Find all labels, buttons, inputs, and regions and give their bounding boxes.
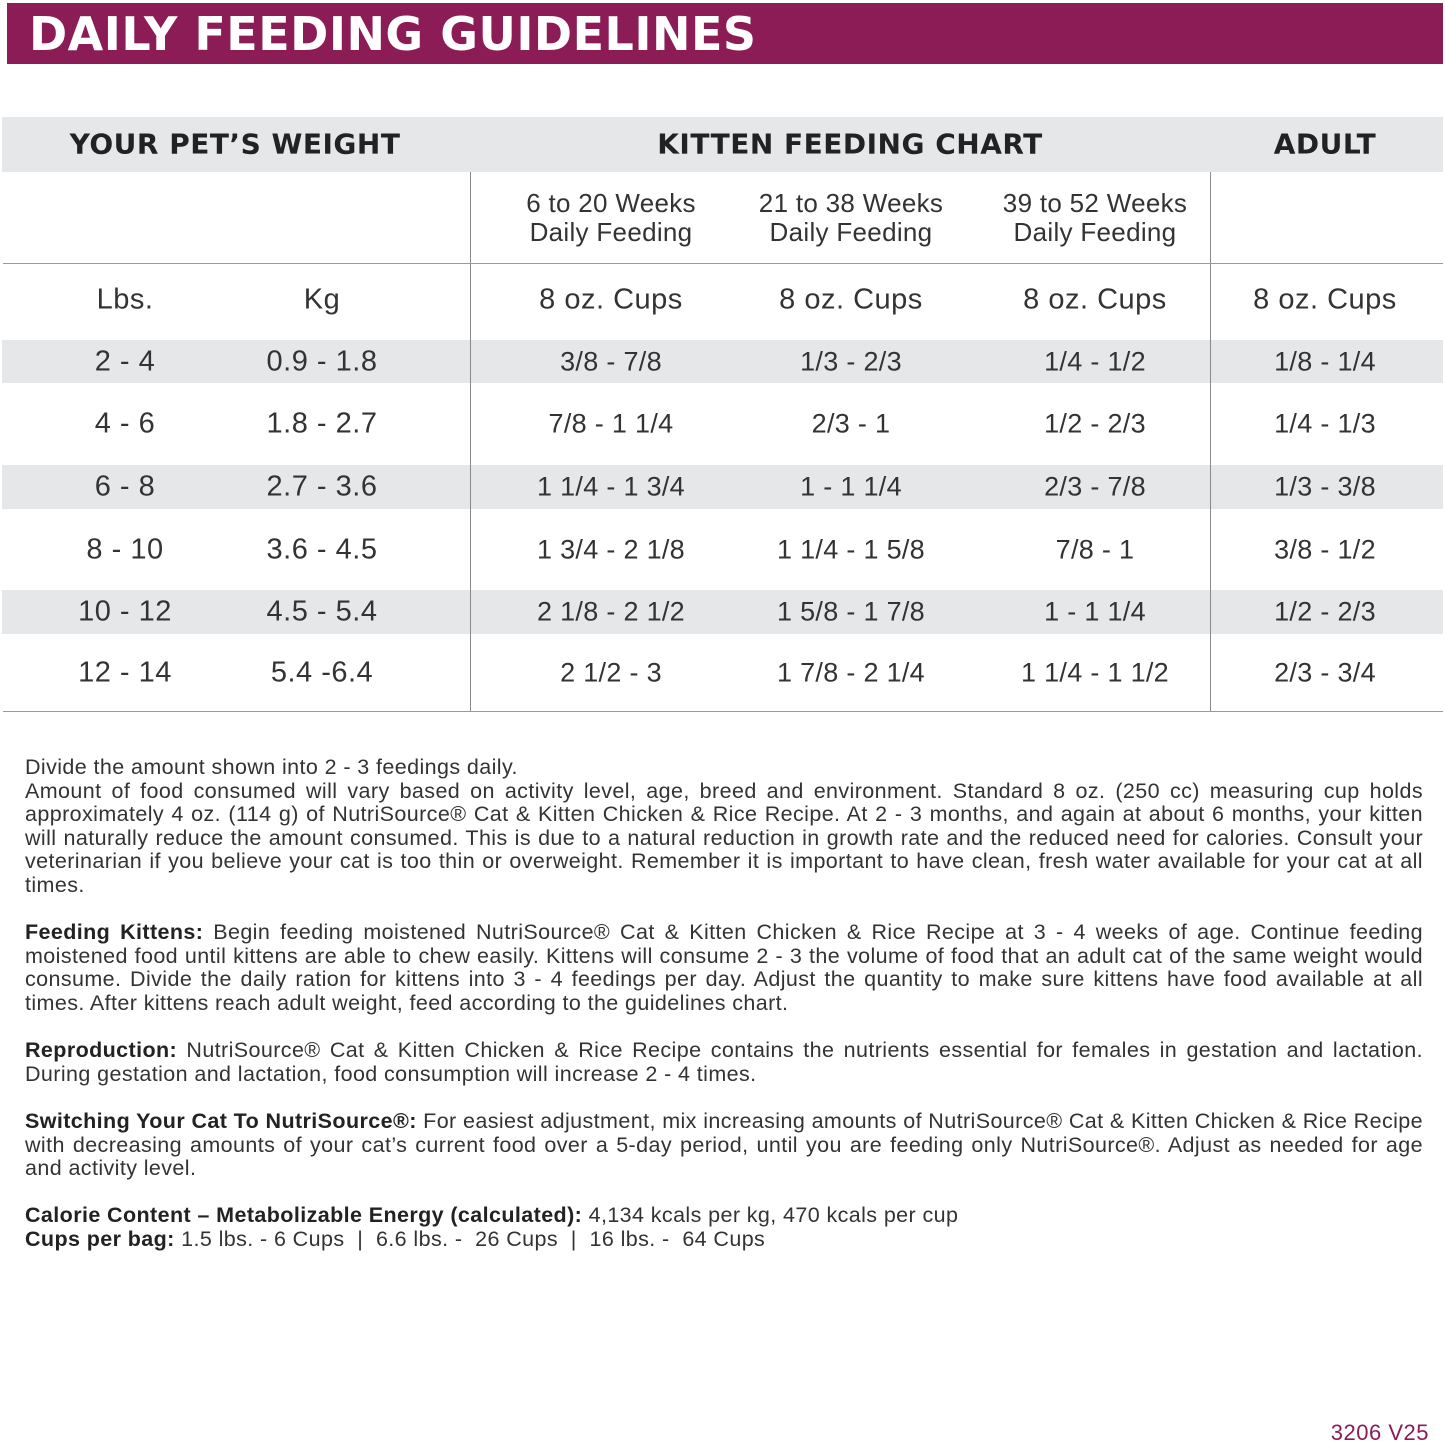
header-adult: ADULT: [1273, 127, 1377, 161]
table-cell-adult: 1/2 - 2/3: [1274, 596, 1376, 627]
table-cell-lbs: 4 - 6: [94, 407, 156, 440]
divider: [3, 263, 1443, 264]
table-cell-kg: 2.7 - 3.6: [266, 470, 378, 503]
table-cell-adult: 1/4 - 1/3: [1274, 408, 1376, 439]
table-cell-w39-52: 1 1/4 - 1 1/2: [1021, 657, 1169, 687]
note-calories: Calorie Content – Metabolizable Energy (…: [25, 1203, 959, 1228]
table-cell-adult: 2/3 - 3/4: [1274, 657, 1376, 687]
table-header-band: [2, 117, 1443, 172]
table-cell-w6-20: 2 1/2 - 3: [560, 657, 662, 687]
unit-cups: 8 oz. Cups: [539, 283, 683, 316]
divider: [3, 711, 1443, 712]
feeding-notes: Divide the amount shown into 2 - 3 feedi…: [25, 755, 1424, 1251]
column-divider: [470, 172, 471, 711]
unit-cups: 8 oz. Cups: [1023, 283, 1167, 316]
table-cell-lbs: 12 - 14: [78, 656, 172, 688]
age-header-6-20: 6 to 20 Weeks Daily Feeding: [526, 188, 696, 247]
table-cell-lbs: 8 - 10: [86, 533, 164, 565]
unit-kg: Kg: [303, 283, 341, 316]
note-reproduction: Reproduction: NutriSource® Cat & Kitten …: [25, 1038, 1423, 1086]
header-kitten-chart: KITTEN FEEDING CHART: [657, 127, 1043, 161]
title-banner: DAILY FEEDING GUIDELINES: [7, 3, 1443, 64]
note-cups-per-bag: Cups per bag: 1.5 lbs. - 6 Cups | 6.6 lb…: [25, 1226, 766, 1251]
table-cell-w6-20: 3/8 - 7/8: [560, 346, 662, 376]
table-cell-kg: 5.4 -6.4: [270, 656, 374, 688]
column-divider: [1210, 172, 1211, 711]
row-shade: [2, 590, 1443, 634]
table-cell-w21-38: 1 - 1 1/4: [800, 471, 902, 502]
age-header-39-52: 39 to 52 Weeks Daily Feeding: [1002, 188, 1188, 247]
row-shade: [2, 340, 1443, 383]
table-cell-w21-38: 1 1/4 - 1 5/8: [777, 534, 925, 564]
note-kittens: Feeding Kittens: Begin feeding moistened…: [25, 920, 1423, 1015]
table-cell-adult: 3/8 - 1/2: [1274, 534, 1376, 564]
table-cell-w39-52: 2/3 - 7/8: [1044, 471, 1146, 502]
table-cell-w21-38: 1 7/8 - 2 1/4: [777, 657, 925, 687]
table-cell-w6-20: 7/8 - 1 1/4: [548, 408, 674, 439]
table-cell-kg: 0.9 - 1.8: [266, 345, 378, 377]
table-cell-w39-52: 1 - 1 1/4: [1044, 596, 1146, 627]
unit-cups: 8 oz. Cups: [779, 283, 923, 316]
table-cell-w21-38: 2/3 - 1: [811, 408, 891, 439]
table-cell-w39-52: 7/8 - 1: [1055, 534, 1135, 564]
table-cell-w6-20: 1 3/4 - 2 1/8: [537, 534, 685, 564]
table-cell-adult: 1/3 - 3/8: [1274, 471, 1376, 502]
page-title: DAILY FEEDING GUIDELINES: [29, 7, 757, 61]
table-cell-kg: 3.6 - 4.5: [266, 533, 378, 565]
age-header-21-38: 21 to 38 Weeks Daily Feeding: [758, 188, 944, 247]
note-switching: Switching Your Cat To NutriSource®: For …: [25, 1108, 1424, 1181]
row-shade: [2, 465, 1443, 509]
unit-lbs: Lbs.: [96, 283, 154, 316]
product-code: 3206 V25: [1330, 1420, 1429, 1445]
table-cell-adult: 1/8 - 1/4: [1274, 346, 1376, 376]
table-cell-w6-20: 1 1/4 - 1 3/4: [537, 471, 685, 502]
table-cell-kg: 4.5 - 5.4: [266, 595, 378, 628]
table-cell-w39-52: 1/2 - 2/3: [1044, 408, 1146, 439]
table-cell-w21-38: 1 5/8 - 1 7/8: [777, 596, 925, 627]
table-cell-w6-20: 2 1/8 - 2 1/2: [537, 596, 685, 627]
table-cell-kg: 1.8 - 2.7: [266, 407, 378, 440]
note-general: Amount of food consumed will vary based …: [25, 778, 1423, 897]
header-pet-weight: YOUR PET’S WEIGHT: [69, 127, 401, 161]
note-intro: Divide the amount shown into 2 - 3 feedi…: [25, 755, 518, 779]
table-cell-w39-52: 1/4 - 1/2: [1044, 346, 1146, 376]
table-cell-w21-38: 1/3 - 2/3: [800, 346, 902, 376]
table-cell-lbs: 2 - 4: [94, 345, 156, 377]
table-cell-lbs: 10 - 12: [78, 595, 172, 628]
table-cell-lbs: 6 - 8: [94, 470, 156, 503]
unit-cups: 8 oz. Cups: [1253, 283, 1397, 316]
